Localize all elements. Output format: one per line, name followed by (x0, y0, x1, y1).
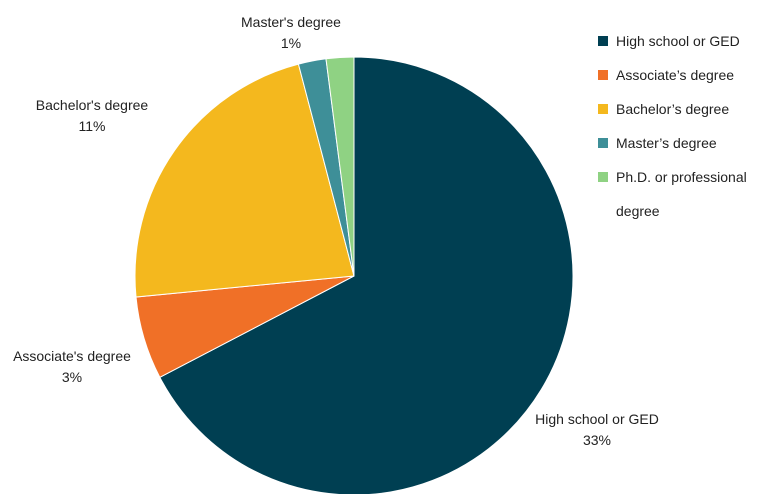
slice-label-name: High school or GED (535, 411, 659, 427)
slice-label-name: Bachelor's degree (36, 97, 149, 113)
legend-swatch (598, 172, 608, 182)
pie-slice-bachelors (134, 63, 355, 298)
legend-item-phd: Ph.D. or professional degree (598, 160, 758, 228)
legend-swatch (598, 104, 608, 114)
legend-label: Bachelor’s degree (616, 101, 730, 117)
chart-legend: High school or GED Associate’s degree Ba… (598, 24, 758, 228)
legend-swatch (598, 36, 608, 46)
legend-item-associates: Associate’s degree (598, 58, 758, 92)
legend-label: Associate’s degree (616, 67, 735, 83)
slice-label-name: Associate's degree (13, 348, 131, 364)
legend-swatch (598, 70, 608, 80)
legend-item-bachelors: Bachelor’s degree (598, 92, 758, 126)
slice-label-name: Master's degree (241, 14, 341, 30)
pie-slice-high-school (159, 56, 574, 494)
legend-item-masters: Master’s degree (598, 126, 758, 160)
pie-slices (134, 56, 574, 494)
legend-swatch (598, 138, 608, 148)
slice-labels: High school or GED 33% Associate's degree 3… (13, 14, 659, 448)
legend-label: Ph.D. or professional degree (616, 169, 747, 219)
pie-slice-phd (325, 56, 355, 277)
legend-item-high-school: High school or GED (598, 24, 758, 58)
slice-label-value: 3% (62, 369, 82, 385)
slice-label-value: 33% (583, 432, 611, 448)
legend-label: High school or GED (616, 33, 740, 49)
slice-label-value: 1% (281, 35, 301, 51)
slice-label-value: 11% (79, 118, 106, 134)
legend-label: Master’s degree (616, 135, 717, 151)
